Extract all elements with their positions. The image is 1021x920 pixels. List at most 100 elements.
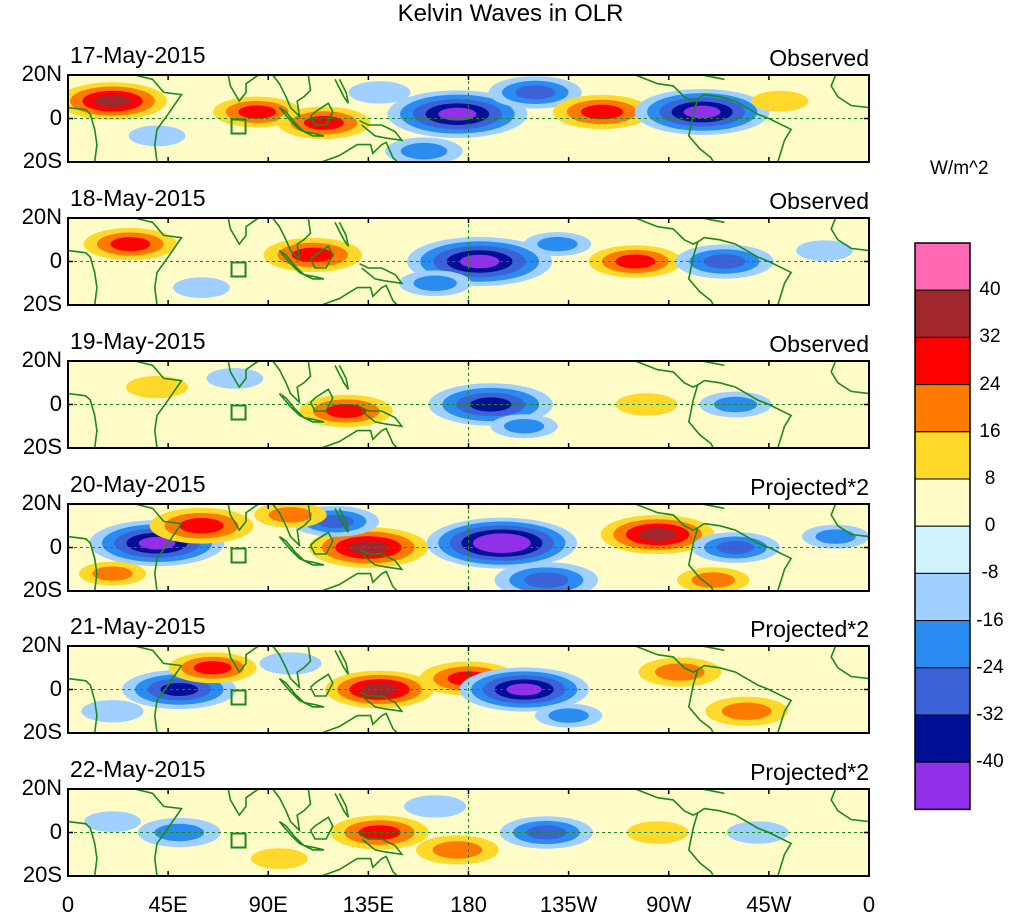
colorbar-level-label: 32 bbox=[979, 326, 1001, 348]
coastline bbox=[830, 75, 869, 109]
coastline bbox=[321, 570, 398, 591]
olr-contour-blob bbox=[400, 142, 448, 160]
olr-contour-blob bbox=[303, 115, 344, 130]
colorbar-swatch bbox=[914, 384, 971, 433]
coastline bbox=[226, 361, 260, 389]
coastline bbox=[226, 75, 260, 103]
coastline bbox=[687, 669, 715, 733]
coastline bbox=[687, 527, 715, 591]
coastline bbox=[830, 218, 869, 252]
panel-date-label: 17-May-2015 bbox=[70, 42, 206, 68]
panel-type-label: Observed bbox=[769, 45, 869, 71]
olr-contour-blob bbox=[291, 247, 334, 263]
olr-contour-blob bbox=[193, 661, 232, 675]
olr-contour-blob bbox=[432, 841, 483, 859]
olr-contour-blob bbox=[404, 795, 467, 818]
reference-box bbox=[230, 832, 247, 849]
olr-panel-6 bbox=[68, 789, 869, 876]
coastline bbox=[334, 793, 350, 818]
panel-type-label: Projected*2 bbox=[750, 474, 869, 500]
x-tick-label: 45E bbox=[148, 892, 188, 917]
panel-date-label: 22-May-2015 bbox=[70, 756, 206, 782]
olr-contour-blob bbox=[796, 240, 853, 262]
coastline bbox=[303, 559, 325, 566]
olr-panel-3 bbox=[68, 361, 869, 448]
colorbar-level-label: -24 bbox=[976, 656, 1004, 678]
coastline bbox=[321, 712, 398, 733]
coastline bbox=[321, 427, 398, 448]
coastline bbox=[635, 789, 699, 816]
olr-contour-blob bbox=[484, 537, 520, 550]
olr-contour-blob bbox=[524, 572, 569, 588]
colorbar-swatch bbox=[914, 525, 971, 574]
panel-type-label: Projected*2 bbox=[750, 759, 869, 785]
y-tick-label: 0 bbox=[49, 818, 62, 844]
coastline bbox=[359, 833, 404, 856]
coastline bbox=[309, 531, 334, 555]
coastline bbox=[272, 75, 312, 119]
coastline bbox=[334, 650, 350, 675]
coastline bbox=[303, 416, 325, 423]
coastline bbox=[272, 504, 312, 548]
coastline bbox=[697, 807, 793, 876]
y-tick-label: 0 bbox=[49, 390, 62, 416]
coastline bbox=[699, 218, 725, 224]
olr-contour-blob bbox=[548, 708, 589, 723]
coastline bbox=[699, 504, 725, 510]
panel-date-label: 18-May-2015 bbox=[70, 185, 206, 211]
coastline bbox=[68, 249, 98, 305]
colorbar-level-label: -16 bbox=[976, 609, 1004, 631]
coastline bbox=[830, 789, 869, 823]
coastline bbox=[226, 646, 260, 674]
olr-contour-blob bbox=[110, 237, 151, 252]
y-tick-label: 20N bbox=[21, 775, 62, 800]
coastline bbox=[321, 141, 398, 162]
coastline bbox=[334, 365, 350, 390]
coastline bbox=[226, 218, 260, 246]
olr-contour-blob bbox=[413, 275, 457, 291]
panel-type-label: Observed bbox=[769, 331, 869, 357]
y-tick-label: 20N bbox=[21, 347, 62, 372]
olr-contour-blob bbox=[268, 507, 313, 523]
panel-date-label: 21-May-2015 bbox=[70, 613, 206, 639]
coastline bbox=[68, 820, 98, 876]
coastline bbox=[226, 789, 260, 817]
coastline bbox=[699, 361, 725, 367]
coastline bbox=[635, 75, 699, 102]
coastline bbox=[272, 789, 312, 833]
coastline bbox=[134, 361, 183, 448]
coastline bbox=[359, 548, 404, 571]
olr-contour-blob bbox=[259, 652, 322, 675]
colorbar-swatch bbox=[914, 761, 971, 810]
olr-contour-blob bbox=[361, 683, 398, 696]
colorbar-swatch bbox=[914, 572, 971, 622]
olr-contour-blob bbox=[173, 277, 230, 298]
olr-contour-blob bbox=[691, 572, 735, 588]
coastline bbox=[830, 504, 869, 538]
y-tick-label: 0 bbox=[49, 533, 62, 559]
colorbar-level-label: 0 bbox=[984, 515, 996, 537]
x-tick-label: 90W bbox=[646, 892, 692, 917]
olr-panel-5 bbox=[68, 646, 869, 733]
coastline bbox=[303, 844, 325, 851]
y-tick-label: 20S bbox=[22, 291, 62, 316]
coastline bbox=[635, 361, 699, 388]
y-tick-label: 0 bbox=[49, 675, 62, 701]
colorbar-level-label: 24 bbox=[979, 373, 1001, 395]
olr-contour-blob bbox=[438, 107, 477, 121]
olr-contour-blob bbox=[81, 700, 144, 723]
coastline bbox=[687, 812, 715, 876]
reference-box bbox=[230, 404, 247, 421]
coastline bbox=[68, 535, 98, 591]
olr-contour-blob bbox=[459, 254, 500, 269]
coastline bbox=[321, 284, 398, 305]
colorbar-frame bbox=[914, 242, 971, 811]
coastline bbox=[697, 379, 793, 448]
coastline bbox=[699, 75, 725, 81]
coastline bbox=[697, 93, 793, 162]
reference-box bbox=[230, 118, 247, 135]
olr-contour-blob bbox=[154, 823, 205, 842]
y-tick-label: 20N bbox=[21, 490, 62, 515]
colorbar-swatch bbox=[914, 620, 971, 669]
colorbar-swatch bbox=[914, 336, 971, 386]
